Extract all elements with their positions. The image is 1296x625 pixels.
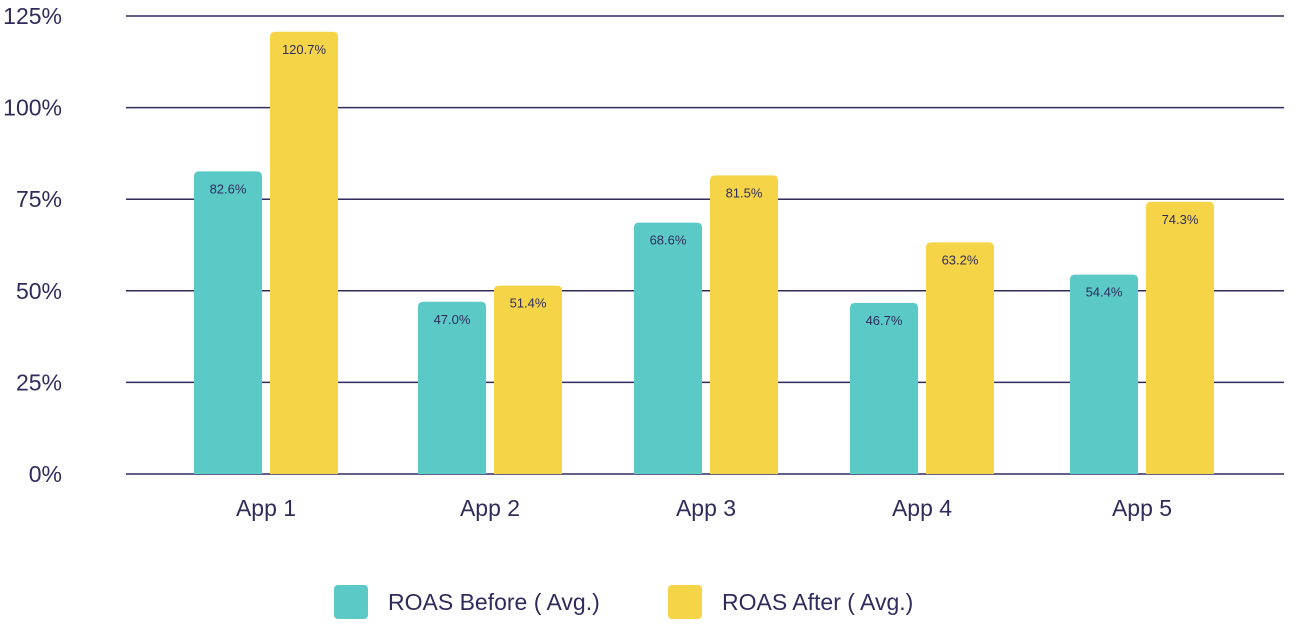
bar-after-5 <box>1146 201 1214 474</box>
bar-before-5 <box>1070 274 1138 474</box>
bar-before-1 <box>194 171 262 474</box>
x-category-label: App 5 <box>1112 495 1172 521</box>
data-label-before-5: 54.4% <box>1086 285 1123 300</box>
bar-after-4 <box>926 242 994 474</box>
data-label-before-1: 82.6% <box>210 181 247 196</box>
data-label-after-4: 63.2% <box>942 252 979 267</box>
y-tick-label: 125% <box>3 3 62 29</box>
bar-before-4 <box>850 302 918 474</box>
x-category-label: App 2 <box>460 495 520 521</box>
data-label-before-4: 46.7% <box>866 313 903 328</box>
legend-swatch-after <box>668 585 702 619</box>
legend-item-before: ROAS Before ( Avg.) <box>334 584 600 620</box>
x-category-label: App 4 <box>892 495 952 521</box>
data-label-before-2: 47.0% <box>434 312 471 327</box>
legend-label-after: ROAS After ( Avg.) <box>722 588 914 615</box>
data-label-after-3: 81.5% <box>726 185 763 200</box>
y-axis-ticks: 0% 25% 50% 75% 100% 125% <box>3 3 62 487</box>
y-tick-label: 25% <box>16 369 62 395</box>
legend: ROAS Before ( Avg.) ROAS After ( Avg.) <box>0 584 1296 624</box>
data-label-after-5: 74.3% <box>1162 212 1199 227</box>
x-category-label: App 1 <box>236 495 296 521</box>
data-label-before-3: 68.6% <box>650 233 687 248</box>
bars <box>194 31 1214 475</box>
x-category-label: App 3 <box>676 495 736 521</box>
x-axis-categories: App 1 App 2 App 3 App 4 App 5 <box>236 495 1172 521</box>
legend-item-after: ROAS After ( Avg.) <box>668 584 913 620</box>
bar-after-3 <box>710 175 778 474</box>
bar-before-3 <box>634 222 702 474</box>
legend-label-before: ROAS Before ( Avg.) <box>388 588 600 615</box>
legend-swatch-before <box>334 585 368 619</box>
y-tick-label: 75% <box>16 186 62 212</box>
bar-after-2 <box>494 285 562 474</box>
data-label-after-2: 51.4% <box>510 296 547 311</box>
bar-before-2 <box>418 301 486 474</box>
bar-after-1 <box>270 31 338 475</box>
chart-svg: 0% 25% 50% 75% 100% 125% 82.6% 47.0% 68.6% 46.7%… <box>3 3 1284 521</box>
data-label-after-1: 120.7% <box>282 42 327 57</box>
y-tick-label: 100% <box>3 95 62 121</box>
y-tick-label: 50% <box>16 278 62 304</box>
data-labels: 82.6% 47.0% 68.6% 46.7% 54.4% 120.7% 51.4% 81.5… <box>210 42 1199 328</box>
y-tick-label: 0% <box>29 461 62 487</box>
